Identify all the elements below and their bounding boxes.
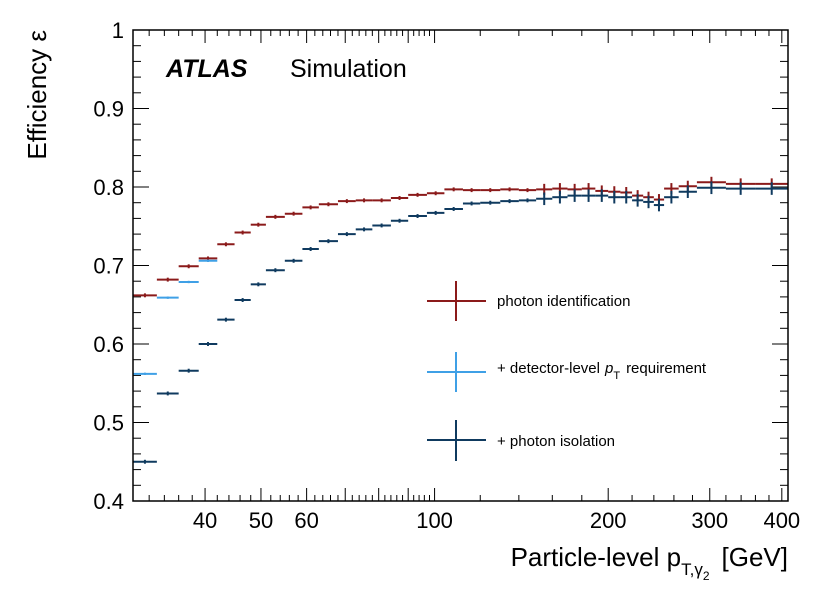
y-axis-title: Efficiency ε — [22, 30, 52, 160]
series-2 — [133, 181, 788, 464]
legend-label: + detector-level pT requirement — [497, 360, 707, 382]
x-tick-label: 400 — [763, 508, 800, 533]
y-tick-label: 0.9 — [93, 97, 124, 122]
x-axis-title-subsub: 2 — [703, 569, 710, 583]
simulation-label: Simulation — [290, 55, 407, 83]
atlas-label: ATLAS — [165, 55, 248, 83]
x-axis-title-sub: T,γ — [681, 560, 703, 579]
axis-ticks — [133, 29, 788, 502]
y-tick-labels: 0.4 0.5 0.6 0.7 0.8 0.9 1 — [93, 18, 124, 514]
legend-label: + photon isolation — [497, 433, 615, 450]
y-tick-label: 1 — [112, 18, 124, 43]
y-tick-label: 0.7 — [93, 254, 124, 279]
y-tick-label: 0.8 — [93, 175, 124, 200]
legend-entry-photon-isolation: + photon isolation — [427, 420, 615, 461]
y-tick-label: 0.5 — [93, 411, 124, 436]
plot-frame — [132, 29, 789, 502]
legend-entry-detector-level: + detector-level pT requirement — [427, 352, 707, 392]
legend: photon identification + detector-level pT… — [427, 281, 707, 461]
x-tick-label: 300 — [691, 508, 728, 533]
y-tick-label: 0.6 — [93, 332, 124, 357]
x-tick-label: 50 — [249, 508, 273, 533]
legend-label-var-sub: T — [613, 370, 620, 382]
x-tick-label: 100 — [416, 508, 453, 533]
legend-label-suffix: requirement — [626, 360, 707, 377]
data-series — [133, 176, 788, 464]
x-tick-label: 200 — [590, 508, 627, 533]
x-tick-label: 60 — [294, 508, 318, 533]
legend-label-var: p — [604, 360, 613, 377]
x-tick-labels: 40 50 60 100 200 300 400 — [193, 508, 800, 533]
legend-label: photon identification — [497, 293, 630, 310]
x-axis-title-main: Particle-level p — [511, 542, 682, 572]
legend-label-prefix: + detector-level — [497, 360, 600, 377]
legend-entry-photon-identification: photon identification — [427, 281, 630, 321]
x-tick-label: 40 — [193, 508, 217, 533]
x-axis-title: Particle-level pT,γ2 [GeV] — [511, 542, 788, 583]
series-1 — [133, 259, 218, 376]
y-tick-label: 0.4 — [93, 489, 124, 514]
x-axis-title-unit: [GeV] — [722, 542, 788, 572]
